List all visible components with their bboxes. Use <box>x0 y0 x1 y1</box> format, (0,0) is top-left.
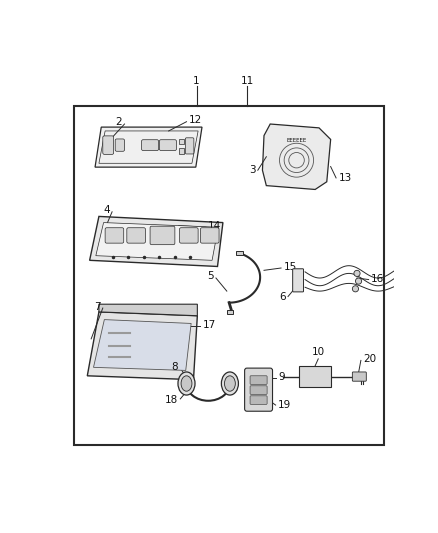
Text: 8: 8 <box>171 361 178 372</box>
Text: 6: 6 <box>279 292 286 302</box>
FancyBboxPatch shape <box>127 228 145 243</box>
FancyBboxPatch shape <box>105 228 124 243</box>
Text: 1: 1 <box>193 76 200 86</box>
Text: 18: 18 <box>165 394 178 405</box>
FancyBboxPatch shape <box>159 140 177 150</box>
FancyBboxPatch shape <box>352 372 366 381</box>
FancyBboxPatch shape <box>250 376 267 384</box>
Bar <box>227 310 233 314</box>
Polygon shape <box>90 216 223 266</box>
Ellipse shape <box>221 372 238 395</box>
Bar <box>179 148 184 154</box>
FancyBboxPatch shape <box>185 138 194 154</box>
Bar <box>179 139 184 144</box>
FancyBboxPatch shape <box>150 226 175 245</box>
Text: 16: 16 <box>371 274 384 284</box>
Text: 11: 11 <box>240 76 254 86</box>
Polygon shape <box>93 320 191 370</box>
Bar <box>74 106 384 445</box>
FancyBboxPatch shape <box>250 386 267 394</box>
Circle shape <box>352 286 359 292</box>
Text: 12: 12 <box>189 115 202 125</box>
FancyBboxPatch shape <box>245 368 272 411</box>
Bar <box>299 366 332 387</box>
Text: 19: 19 <box>278 400 291 410</box>
FancyBboxPatch shape <box>250 396 267 405</box>
Text: 9: 9 <box>278 373 285 382</box>
Text: 3: 3 <box>249 165 255 175</box>
Circle shape <box>356 278 362 284</box>
Text: 14: 14 <box>208 221 222 231</box>
Polygon shape <box>96 223 218 260</box>
Ellipse shape <box>224 376 235 391</box>
Text: 17: 17 <box>203 320 216 330</box>
Text: 7: 7 <box>94 302 100 311</box>
FancyBboxPatch shape <box>293 269 304 292</box>
Text: 10: 10 <box>312 346 325 357</box>
Polygon shape <box>95 127 202 167</box>
FancyBboxPatch shape <box>115 139 124 151</box>
Text: EEEEEE: EEEEEE <box>286 139 307 143</box>
Circle shape <box>354 270 360 277</box>
Ellipse shape <box>178 372 195 395</box>
Text: 15: 15 <box>283 262 297 272</box>
Text: 13: 13 <box>339 173 352 183</box>
Text: 4: 4 <box>103 205 110 215</box>
Polygon shape <box>87 312 198 379</box>
Polygon shape <box>262 124 331 189</box>
Text: 20: 20 <box>363 354 376 364</box>
FancyBboxPatch shape <box>103 136 113 155</box>
Polygon shape <box>99 304 198 316</box>
Text: 2: 2 <box>116 117 122 127</box>
Text: 5: 5 <box>207 271 214 281</box>
FancyBboxPatch shape <box>201 228 219 243</box>
FancyBboxPatch shape <box>180 228 198 243</box>
Ellipse shape <box>181 376 192 391</box>
FancyBboxPatch shape <box>141 140 159 150</box>
Bar <box>236 251 244 255</box>
